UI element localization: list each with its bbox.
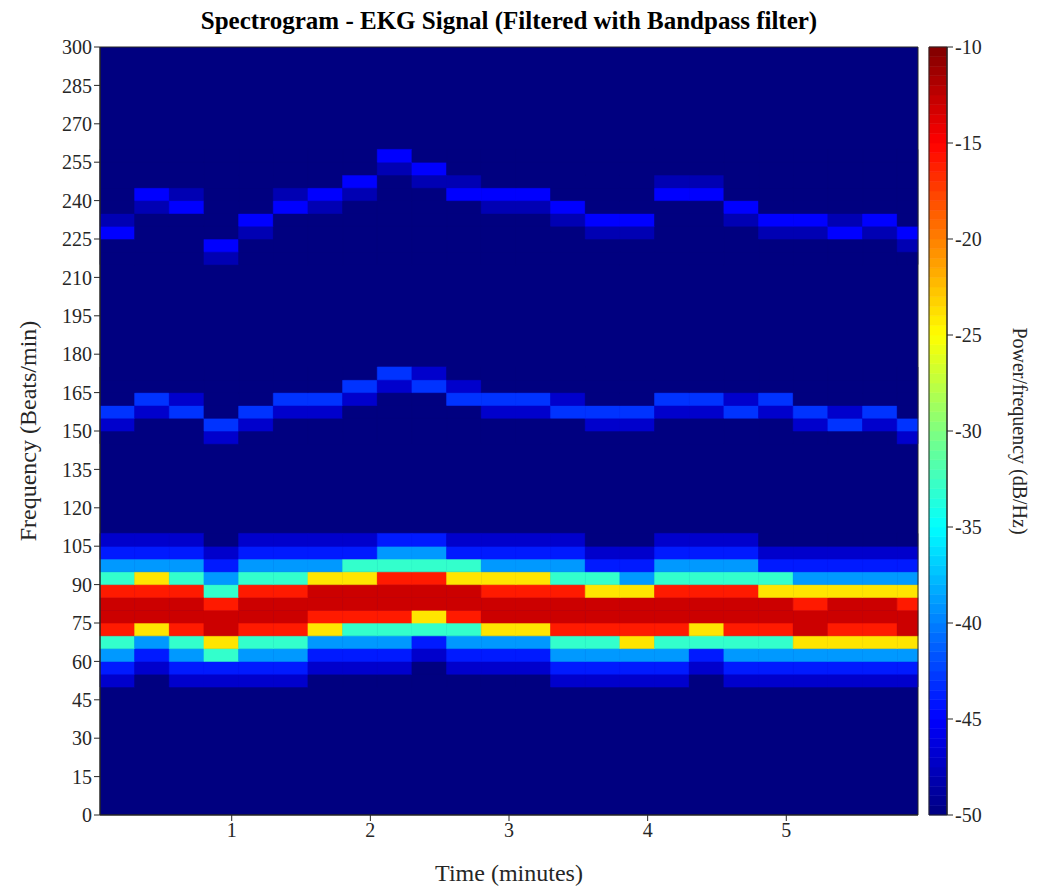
- svg-text:225: 225: [62, 228, 92, 250]
- svg-text:-10: -10: [955, 36, 982, 58]
- svg-text:255: 255: [62, 151, 92, 173]
- svg-text:165: 165: [62, 382, 92, 404]
- svg-text:195: 195: [62, 305, 92, 327]
- svg-text:4: 4: [643, 819, 653, 841]
- svg-text:Power/frequency (dB/Hz): Power/frequency (dB/Hz): [1008, 327, 1031, 534]
- svg-text:-30: -30: [955, 420, 982, 442]
- svg-text:-15: -15: [955, 132, 982, 154]
- svg-text:210: 210: [62, 267, 92, 289]
- svg-text:-40: -40: [955, 612, 982, 634]
- svg-text:300: 300: [62, 36, 92, 58]
- svg-text:105: 105: [62, 535, 92, 557]
- svg-text:75: 75: [72, 612, 92, 634]
- svg-text:-20: -20: [955, 228, 982, 250]
- svg-text:180: 180: [62, 343, 92, 365]
- svg-text:150: 150: [62, 420, 92, 442]
- svg-text:5: 5: [781, 819, 791, 841]
- svg-text:60: 60: [72, 651, 92, 673]
- html-text:Spectrogram - EKG Signal (Filt: Spectrogram - EKG Signal (Filtered with …: [200, 7, 818, 34]
- svg-text:-50: -50: [955, 804, 982, 826]
- svg-text:3: 3: [504, 819, 514, 841]
- svg-text:285: 285: [62, 75, 92, 97]
- svg-text:Frequency (Beats/min): Frequency (Beats/min): [15, 321, 41, 542]
- svg-text:240: 240: [62, 190, 92, 212]
- svg-text:120: 120: [62, 497, 92, 519]
- svg-text:1: 1: [227, 819, 237, 841]
- svg-text:45: 45: [72, 689, 92, 711]
- svg-text:-35: -35: [955, 516, 982, 538]
- svg-text:15: 15: [72, 766, 92, 788]
- svg-text:Time (minutes): Time (minutes): [435, 860, 583, 886]
- svg-text:135: 135: [62, 459, 92, 481]
- svg-text:270: 270: [62, 113, 92, 135]
- svg-text:0: 0: [82, 804, 92, 826]
- svg-text:30: 30: [72, 727, 92, 749]
- svg-text:-45: -45: [955, 708, 982, 730]
- svg-text:-25: -25: [955, 324, 982, 346]
- svg-text:2: 2: [365, 819, 375, 841]
- svg-text:90: 90: [72, 574, 92, 596]
